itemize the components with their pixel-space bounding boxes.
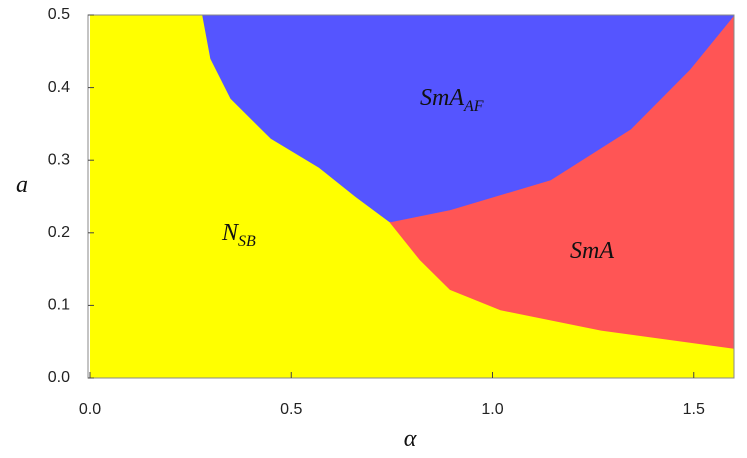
plot-frame (87, 14, 735, 379)
region-label-sub: AF (463, 98, 484, 115)
x-tick-label: 1.5 (683, 401, 705, 418)
x-axis-label: α (404, 426, 417, 452)
y-tick-label: 0.4 (48, 79, 70, 96)
region-label-main: N (221, 220, 240, 246)
region-label-sub: SB (238, 233, 256, 250)
region (389, 15, 734, 349)
phase-boundary (389, 221, 735, 349)
region-label: SmAAF (420, 85, 484, 115)
x-tick-label: 0.0 (79, 401, 101, 418)
y-axis-label: a (16, 172, 28, 198)
y-tick-label: 0.2 (48, 224, 70, 241)
x-tick-label: 0.5 (280, 401, 302, 418)
region-label-main: SmA (570, 238, 614, 264)
y-tick-label: 0.1 (48, 297, 70, 314)
phase-boundary (389, 14, 735, 223)
region-label: NSB (221, 220, 256, 250)
y-tick-label: 0.0 (48, 369, 70, 386)
y-tick-label: 0.5 (48, 6, 70, 23)
phase-boundary (202, 14, 391, 223)
region-label: SmA (570, 238, 614, 264)
x-tick-label: 1.0 (481, 401, 503, 418)
y-tick-label: 0.3 (48, 151, 70, 168)
region (202, 15, 734, 222)
region-label-main: SmA (420, 85, 464, 111)
